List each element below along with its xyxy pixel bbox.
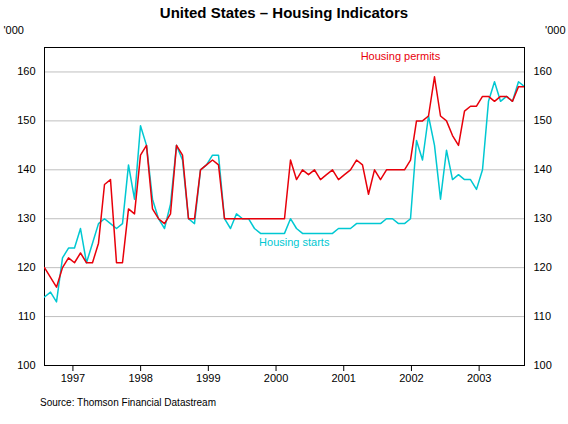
svg-text:160: 160 bbox=[17, 65, 35, 77]
svg-text:100: 100 bbox=[534, 359, 552, 371]
svg-text:'000: '000 bbox=[545, 24, 565, 36]
html-text:Source: Thomson Financial Data: Source: Thomson Financial Datastream bbox=[40, 397, 216, 408]
svg-text:2002: 2002 bbox=[399, 372, 423, 384]
svg-text:2003: 2003 bbox=[467, 372, 491, 384]
svg-text:160: 160 bbox=[534, 65, 552, 77]
svg-text:1999: 1999 bbox=[196, 372, 220, 384]
html-text:United States – Housing Indica: United States – Housing Indicators bbox=[159, 4, 409, 21]
svg-text:120: 120 bbox=[534, 261, 552, 273]
svg-text:'000: '000 bbox=[4, 24, 24, 36]
svg-text:2000: 2000 bbox=[264, 372, 288, 384]
svg-text:Housing starts: Housing starts bbox=[259, 236, 330, 248]
svg-text:130: 130 bbox=[534, 212, 552, 224]
svg-text:110: 110 bbox=[18, 310, 36, 322]
svg-text:140: 140 bbox=[17, 163, 35, 175]
svg-text:120: 120 bbox=[17, 261, 35, 273]
svg-text:1997: 1997 bbox=[61, 372, 85, 384]
svg-text:150: 150 bbox=[17, 114, 35, 126]
svg-text:110: 110 bbox=[534, 310, 552, 322]
svg-text:130: 130 bbox=[17, 212, 35, 224]
svg-text:100: 100 bbox=[17, 359, 35, 371]
svg-text:Housing permits: Housing permits bbox=[361, 50, 441, 62]
svg-text:1998: 1998 bbox=[128, 372, 152, 384]
svg-text:150: 150 bbox=[534, 114, 552, 126]
svg-text:2001: 2001 bbox=[331, 372, 355, 384]
svg-text:140: 140 bbox=[534, 163, 552, 175]
